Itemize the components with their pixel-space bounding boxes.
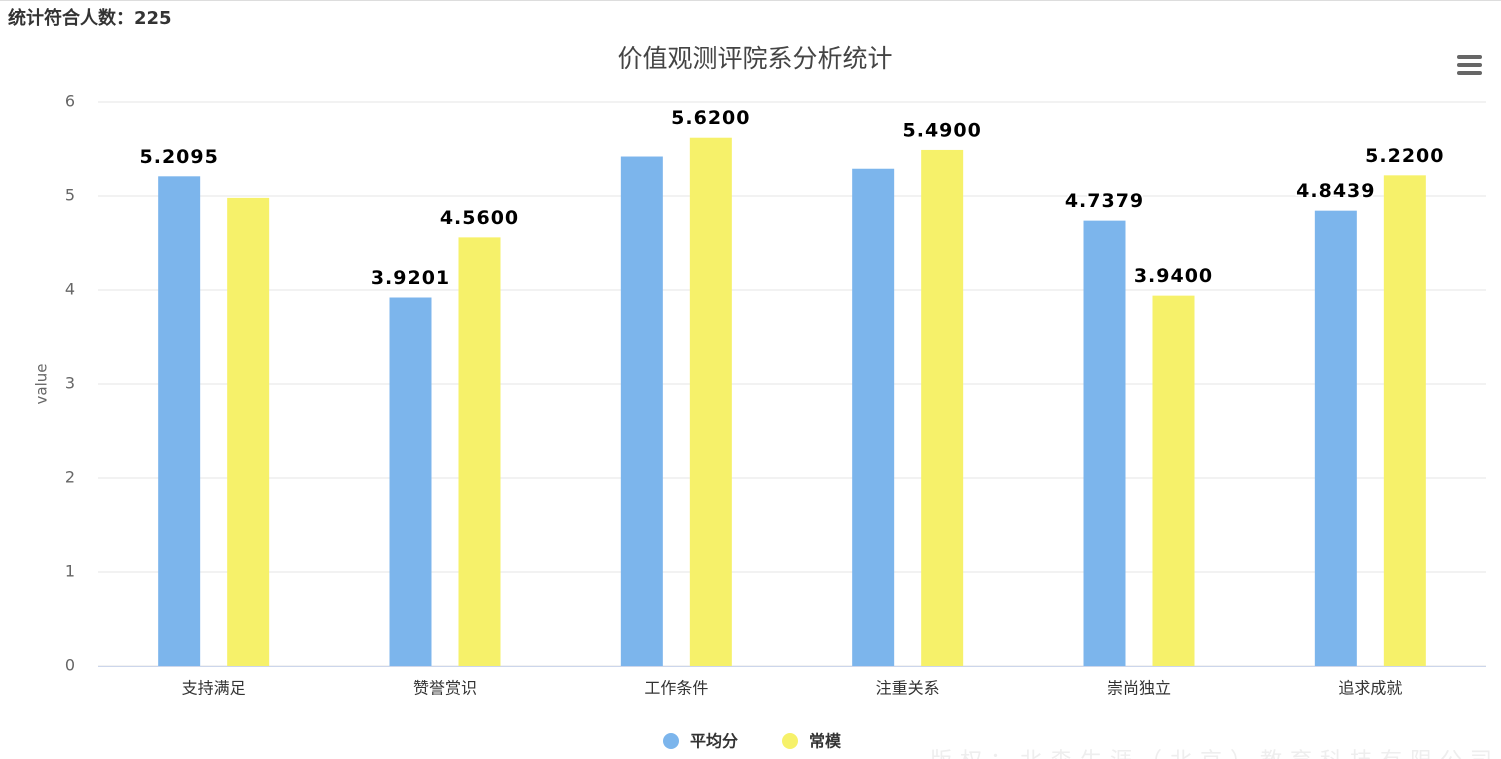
legend-marker[interactable]	[663, 733, 679, 749]
bar	[852, 168, 895, 667]
bar	[227, 197, 270, 666]
header-text: 统计符合人数：225	[8, 7, 172, 29]
data-label: 4.7379	[1065, 190, 1144, 212]
y-tick-label: 5	[65, 186, 75, 205]
legend-marker[interactable]	[782, 733, 798, 749]
y-tick-label: 6	[65, 92, 75, 111]
menu-icon[interactable]	[1457, 55, 1482, 75]
bar	[1152, 295, 1195, 666]
x-tick-label: 工作条件	[644, 679, 708, 698]
bar	[1383, 175, 1426, 666]
data-label: 4.8439	[1296, 180, 1375, 202]
x-tick-label: 注重关系	[876, 679, 940, 698]
y-tick-label: 4	[65, 280, 75, 299]
legend-label[interactable]: 平均分	[690, 732, 738, 751]
data-label: 5.4900	[903, 119, 982, 141]
bar	[458, 237, 501, 667]
bar	[389, 297, 432, 666]
bar	[921, 149, 964, 666]
legend-label[interactable]: 常模	[809, 732, 842, 751]
x-tick-label: 追求成就	[1338, 679, 1402, 698]
data-label: 3.9400	[1134, 265, 1213, 287]
data-label: 5.2200	[1365, 145, 1444, 167]
bar	[1083, 220, 1126, 667]
bar	[689, 137, 732, 667]
y-tick-label: 3	[65, 374, 75, 393]
data-label: 3.9201	[371, 267, 450, 289]
watermark: 版权：北森生涯（北京）教育科技有限公司	[930, 749, 1500, 759]
chart-title: 价值观测评院系分析统计	[617, 44, 892, 73]
bar	[1314, 210, 1357, 666]
x-tick-label: 崇尚独立	[1107, 679, 1171, 698]
x-tick-label: 赞誉赏识	[413, 679, 477, 698]
data-label: 5.2095	[140, 146, 219, 168]
x-tick-label: 支持满足	[182, 679, 246, 698]
y-axis-title: value	[33, 364, 51, 405]
y-tick-label: 2	[65, 468, 75, 487]
bar	[620, 156, 663, 666]
data-label: 4.5600	[440, 207, 519, 229]
data-label: 5.6200	[671, 107, 750, 129]
y-tick-label: 1	[65, 562, 75, 581]
bar	[158, 176, 201, 666]
y-tick-label: 0	[65, 656, 75, 675]
